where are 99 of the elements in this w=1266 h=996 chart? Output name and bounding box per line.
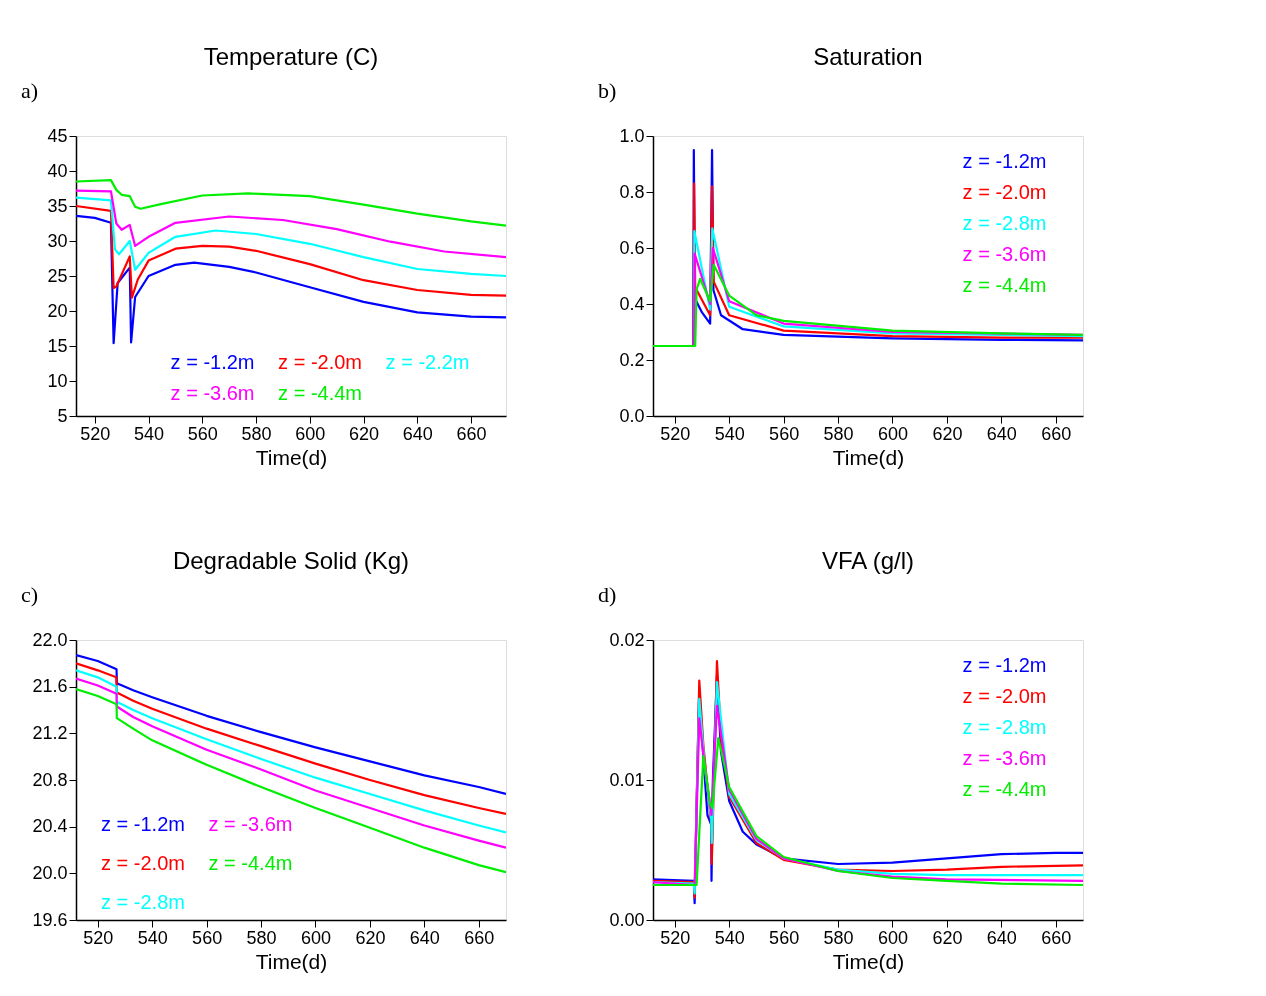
y-tick-label: 10: [47, 370, 68, 391]
x-tick-label: 540: [137, 927, 168, 948]
x-tick-label: 660: [1041, 927, 1072, 948]
x-axis-title: Time(d): [255, 949, 328, 973]
x-tick-label: 620: [349, 423, 380, 444]
x-tick-label: 600: [877, 423, 909, 444]
y-tick-label: 25: [47, 265, 68, 286]
x-tick-label: 640: [986, 423, 1017, 444]
x-tick-label: 660: [1041, 423, 1072, 444]
x-tick-label: 540: [714, 423, 745, 444]
x-tick-label: 600: [877, 927, 909, 948]
x-tick-label: 620: [355, 927, 386, 948]
text: c): [21, 582, 39, 607]
x-tick-label: 580: [241, 423, 272, 444]
y-tick-label: 0.6: [619, 237, 645, 258]
x-tick-label: 520: [83, 927, 114, 948]
text: z = -4.4m: [208, 852, 293, 874]
chart-title: Temperature (C): [203, 43, 379, 70]
x-tick-label: 640: [409, 927, 440, 948]
y-tick-label: 21.6: [32, 676, 68, 697]
line-series: [76, 687, 506, 874]
text: b): [598, 78, 617, 103]
x-tick-label: 560: [769, 927, 800, 948]
line-series: [653, 736, 1083, 887]
x-axis-title: Time(d): [832, 949, 905, 973]
text: z = -2.8m: [962, 716, 1047, 738]
y-tick-label: 0.01: [609, 769, 645, 790]
text: z = -1.2m: [962, 150, 1047, 172]
text: a): [21, 78, 39, 103]
y-tick-label: 0.0: [619, 405, 645, 426]
x-axis-title: Time(d): [832, 445, 905, 469]
text: z = -2.0m: [101, 852, 185, 874]
x-tick-label: 660: [464, 927, 495, 948]
text: z = -2.0m: [962, 181, 1047, 203]
y-tick-label: 40: [47, 160, 68, 181]
x-tick-label: 520: [660, 927, 691, 948]
line-series: [76, 654, 506, 796]
y-tick-label: 30: [47, 230, 68, 251]
line-series: [76, 204, 506, 299]
x-tick-label: 580: [823, 423, 854, 444]
text: z = -3.6m: [962, 243, 1047, 265]
text: z = -2.0m: [962, 685, 1047, 707]
x-axis-title: Time(d): [255, 445, 328, 469]
y-tick-label: 45: [47, 125, 68, 146]
line-series: [653, 263, 1083, 348]
y-tick-label: 22.0: [32, 629, 68, 650]
y-tick-label: 15: [47, 335, 68, 356]
y-tick-label: 21.2: [32, 722, 68, 743]
text: z = -4.4m: [278, 382, 363, 404]
x-tick-label: 560: [187, 423, 218, 444]
y-tick-label: 19.6: [32, 909, 68, 930]
line-series: [76, 179, 506, 227]
x-tick-label: 540: [134, 423, 165, 444]
y-tick-label: 0.02: [609, 629, 645, 650]
x-tick-label: 560: [192, 927, 223, 948]
y-tick-label: 20.0: [32, 862, 68, 883]
x-tick-label: 640: [402, 423, 433, 444]
y-tick-label: 0.00: [609, 909, 645, 930]
x-tick-label: 640: [986, 927, 1017, 948]
chart-title: VFA (g/l): [821, 547, 915, 574]
line-series: [76, 189, 506, 259]
y-tick-label: 20: [47, 300, 68, 321]
chart-title: Degradable Solid (Kg): [172, 547, 410, 574]
x-tick-label: 520: [660, 423, 691, 444]
text: z = -1.2m: [170, 351, 255, 373]
y-tick-label: 20.8: [32, 769, 68, 790]
line-series: [76, 662, 506, 815]
line-series: [76, 196, 506, 278]
line-series: [76, 214, 506, 345]
series-label: z = -3.6m: [208, 813, 293, 835]
x-tick-label: 540: [714, 927, 745, 948]
text: z = -2.8m: [101, 891, 185, 913]
x-tick-label: 580: [246, 927, 277, 948]
y-tick-label: 0.2: [619, 349, 645, 370]
x-tick-label: 600: [300, 927, 332, 948]
y-tick-label: 5: [57, 405, 68, 426]
text: z = -3.6m: [962, 747, 1047, 769]
series-label: z = -4.4m: [962, 274, 1047, 296]
text: z = -1.2m: [962, 654, 1047, 676]
x-tick-label: 580: [823, 927, 854, 948]
text: z = -1.2m: [101, 813, 185, 835]
x-tick-label: 620: [932, 927, 963, 948]
y-tick-label: 20.4: [32, 816, 68, 837]
y-tick-label: 0.4: [619, 293, 645, 314]
y-tick-label: 0.8: [619, 181, 645, 202]
text: z = -2.2m: [385, 351, 470, 373]
x-tick-label: 560: [769, 423, 800, 444]
x-tick-label: 600: [295, 423, 326, 444]
x-tick-label: 520: [80, 423, 111, 444]
text: z = -2.0m: [278, 351, 363, 373]
x-tick-label: 620: [932, 423, 963, 444]
text: d): [598, 582, 617, 607]
y-tick-label: 1.0: [619, 125, 645, 146]
chart-title: Saturation: [813, 43, 923, 70]
text: z = -3.6m: [170, 382, 255, 404]
x-tick-label: 660: [456, 423, 487, 444]
text: z = -4.4m: [962, 778, 1047, 800]
text: z = -2.8m: [962, 212, 1047, 234]
y-tick-label: 35: [47, 195, 68, 216]
